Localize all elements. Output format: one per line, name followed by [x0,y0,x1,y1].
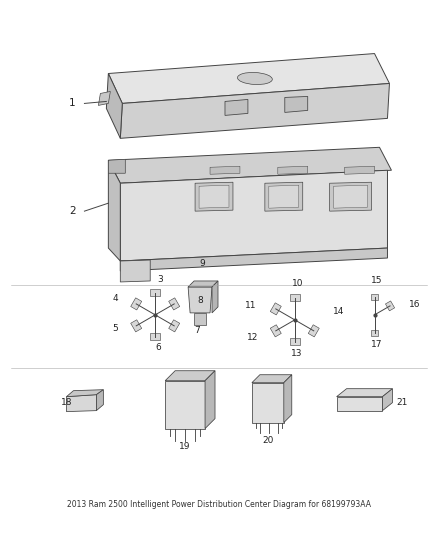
Text: 16: 16 [409,301,420,309]
Text: 11: 11 [245,301,257,310]
Polygon shape [120,170,388,261]
Text: 5: 5 [113,325,118,333]
Polygon shape [165,371,215,381]
Polygon shape [188,287,212,313]
Text: 2013 Ram 2500 Intelligent Power Distribution Center Diagram for 68199793AA: 2013 Ram 2500 Intelligent Power Distribu… [67,500,371,509]
Polygon shape [308,325,319,337]
Text: 12: 12 [247,333,258,342]
Polygon shape [382,389,392,410]
Text: 3: 3 [157,276,163,285]
Polygon shape [195,182,233,211]
Polygon shape [108,53,389,103]
Polygon shape [194,313,206,325]
Polygon shape [67,390,103,397]
Polygon shape [120,248,388,271]
Text: 10: 10 [292,279,304,288]
Polygon shape [108,147,392,183]
Polygon shape [371,294,378,300]
Polygon shape [252,375,292,383]
Polygon shape [337,389,392,397]
Text: 4: 4 [113,294,118,303]
Polygon shape [131,320,142,332]
Polygon shape [169,320,180,332]
Polygon shape [210,166,240,174]
Polygon shape [278,166,308,174]
Polygon shape [131,298,142,310]
Polygon shape [205,371,215,429]
Polygon shape [290,338,300,345]
Polygon shape [345,166,374,174]
Ellipse shape [237,72,272,85]
Polygon shape [120,170,388,261]
Polygon shape [269,185,299,208]
Text: 15: 15 [371,277,382,286]
Polygon shape [284,375,292,423]
Polygon shape [385,301,395,311]
Polygon shape [120,84,389,139]
Text: 20: 20 [262,436,274,445]
Text: 18: 18 [61,398,72,407]
Polygon shape [252,383,284,423]
Polygon shape [270,303,281,315]
Polygon shape [67,394,96,411]
Polygon shape [99,92,110,106]
Polygon shape [265,182,303,211]
Polygon shape [199,185,229,208]
Polygon shape [371,330,378,336]
Polygon shape [270,325,281,337]
Polygon shape [96,390,103,410]
Text: 14: 14 [333,308,344,317]
Text: 2: 2 [69,206,76,216]
Polygon shape [285,96,308,112]
Polygon shape [106,74,122,139]
Polygon shape [150,289,160,296]
Polygon shape [290,294,300,301]
Text: 19: 19 [179,442,191,451]
Polygon shape [334,185,367,208]
Polygon shape [337,397,382,410]
Text: 9: 9 [199,259,205,268]
Polygon shape [212,281,218,313]
Polygon shape [225,100,248,116]
Polygon shape [150,333,160,340]
Text: 21: 21 [397,398,408,407]
Polygon shape [165,381,205,429]
Polygon shape [108,160,120,261]
Text: 8: 8 [197,296,203,305]
Text: 6: 6 [155,343,161,352]
Polygon shape [108,159,125,173]
Polygon shape [169,298,180,310]
Polygon shape [188,281,218,287]
Polygon shape [120,260,150,282]
Text: 1: 1 [69,99,76,108]
Text: 13: 13 [291,349,303,358]
Text: 17: 17 [371,340,382,349]
Text: 7: 7 [194,326,200,335]
Polygon shape [330,182,371,211]
